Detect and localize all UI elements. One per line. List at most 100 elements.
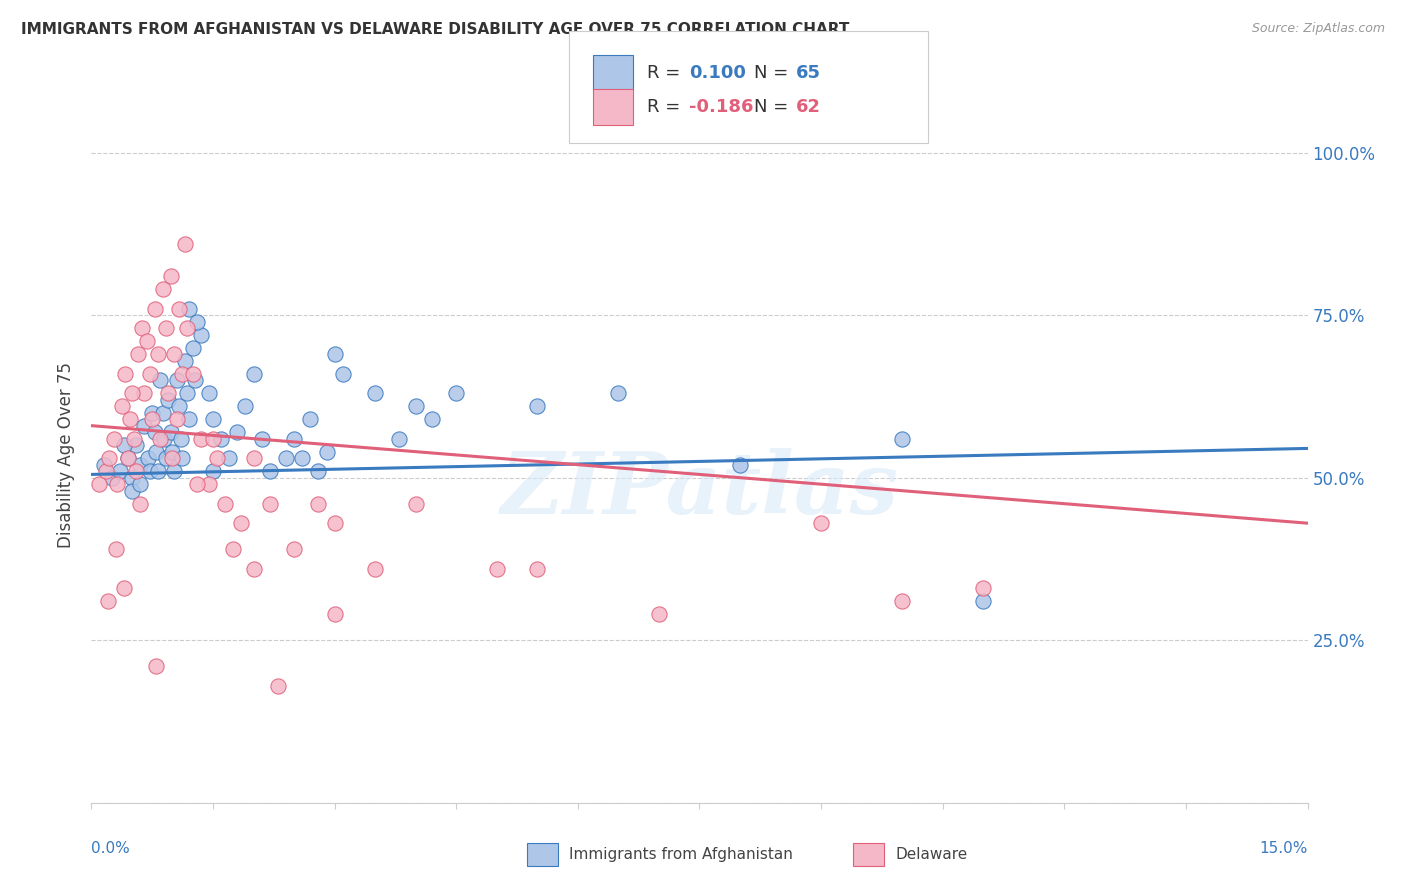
Point [122, 432, 145, 446]
Point [364, 562, 387, 576]
Point [202, 464, 225, 478]
Point [155, 451, 177, 466]
Point [146, 464, 169, 478]
Point [526, 562, 548, 576]
Point [250, 432, 273, 446]
Point [235, 399, 257, 413]
Point [121, 386, 143, 401]
Point [177, 301, 200, 316]
Point [129, 458, 152, 472]
Point [149, 432, 172, 446]
Point [121, 483, 143, 498]
Point [259, 464, 281, 478]
Point [141, 406, 163, 420]
Text: 15.0%: 15.0% [1260, 841, 1308, 856]
Point [153, 432, 176, 446]
Point [155, 321, 177, 335]
Point [176, 321, 198, 335]
Point [114, 367, 136, 381]
Point [131, 321, 153, 335]
Point [125, 464, 148, 478]
Text: Immigrants from Afghanistan: Immigrants from Afghanistan [569, 847, 793, 862]
Point [323, 516, 346, 531]
Point [186, 315, 208, 329]
Point [209, 432, 232, 446]
Point [167, 399, 190, 413]
Point [132, 418, 155, 433]
Point [891, 594, 914, 608]
Point [181, 341, 204, 355]
Point [163, 347, 186, 361]
Text: R =: R = [647, 98, 686, 116]
Point [160, 269, 183, 284]
Point [332, 367, 354, 381]
Text: Delaware: Delaware [896, 847, 967, 862]
Point [127, 347, 149, 361]
Point [117, 451, 139, 466]
Point [186, 477, 208, 491]
Point [405, 497, 427, 511]
Point [120, 412, 142, 426]
Point [177, 412, 200, 426]
Text: Source: ZipAtlas.com: Source: ZipAtlas.com [1251, 22, 1385, 36]
Point [162, 451, 184, 466]
Point [173, 236, 195, 251]
Point [162, 444, 184, 458]
Point [112, 581, 135, 595]
Point [141, 412, 163, 426]
Point [222, 542, 245, 557]
Point [184, 373, 207, 387]
Point [143, 425, 166, 439]
Text: N =: N = [754, 64, 793, 82]
Point [169, 432, 191, 446]
Point [283, 432, 305, 446]
Point [259, 497, 281, 511]
Point [198, 386, 221, 401]
Point [291, 451, 314, 466]
Point [121, 471, 143, 485]
Point [364, 386, 387, 401]
Point [163, 464, 186, 478]
Point [231, 516, 253, 531]
Point [283, 542, 305, 557]
Point [176, 386, 198, 401]
Point [160, 425, 183, 439]
Point [89, 477, 111, 491]
Point [104, 542, 127, 557]
Point [103, 432, 125, 446]
Point [100, 471, 122, 485]
Point [190, 432, 212, 446]
Point [972, 581, 994, 595]
Point [181, 367, 204, 381]
Point [242, 562, 264, 576]
Point [105, 477, 128, 491]
Point [198, 477, 221, 491]
Point [526, 399, 548, 413]
Point [214, 497, 236, 511]
Text: -0.186: -0.186 [689, 98, 754, 116]
Point [173, 353, 195, 368]
Point [117, 451, 139, 466]
Point [98, 451, 121, 466]
Text: 65: 65 [796, 64, 821, 82]
Point [218, 451, 240, 466]
Point [108, 464, 131, 478]
Point [388, 432, 411, 446]
Point [226, 425, 249, 439]
Point [315, 444, 337, 458]
Point [242, 451, 264, 466]
Text: IMMIGRANTS FROM AFGHANISTAN VS DELAWARE DISABILITY AGE OVER 75 CORRELATION CHART: IMMIGRANTS FROM AFGHANISTAN VS DELAWARE … [21, 22, 849, 37]
Point [143, 301, 166, 316]
Point [132, 386, 155, 401]
Point [145, 659, 167, 673]
Point [125, 438, 148, 452]
Text: R =: R = [647, 64, 686, 82]
Point [485, 562, 508, 576]
Point [129, 477, 152, 491]
Point [172, 367, 194, 381]
Point [307, 464, 329, 478]
Point [307, 497, 329, 511]
Y-axis label: Disability Age Over 75: Disability Age Over 75 [58, 362, 76, 548]
Point [139, 367, 162, 381]
Point [420, 412, 443, 426]
